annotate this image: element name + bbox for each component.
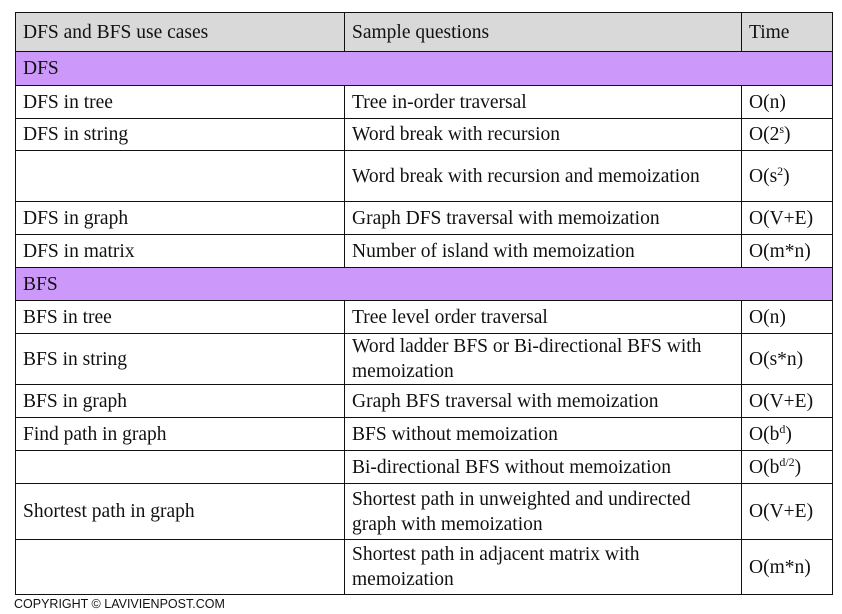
time-base: O(2 [749,124,780,145]
question-cell: Shortest path in unweighted and undirect… [344,483,742,540]
table-row: Find path in graph BFS without memoizatio… [15,417,833,451]
time-base: O(m*n) [749,556,811,578]
time-close: ) [794,456,802,478]
time-complexity-cell: O(V+E) [741,483,833,540]
time-base: O(V+E) [749,501,814,522]
use-case-cell [15,150,345,202]
time-complexity-cell: O(V+E) [741,384,833,418]
time-exponent: d [779,421,786,436]
time-complexity-cell: O(V+E) [741,201,833,235]
question-cell: Bi-directional BFS without memoization [344,450,742,484]
table-header-row: DFS and BFS use cases Sample questions T… [15,12,833,52]
section-label: BFS [15,267,833,301]
question-cell: Word break with recursion and memoizatio… [344,150,742,202]
time-close: ) [784,124,791,145]
section-row: DFS [15,51,833,86]
header-use-cases: DFS and BFS use cases [15,12,345,52]
table-row: Word break with recursion and memoizatio… [15,150,833,202]
section-label: DFS [15,51,833,86]
time-complexity-cell: O(s2) [741,150,833,202]
question-cell: Shortest path in adjacent matrix with me… [344,539,742,595]
table-row: BFS in string Word ladder BFS or Bi-direc… [15,333,833,385]
time-complexity-cell: O(n) [741,300,833,334]
question-cell: Graph DFS traversal with memoization [344,201,742,235]
table-row: Bi-directional BFS without memoization O(… [15,450,833,484]
use-case-cell: BFS in graph [15,384,345,418]
time-base: O(s*n) [749,348,804,370]
time-complexity-cell: O(bd) [741,417,833,451]
time-close: ) [783,165,790,187]
copyright-text: COPYRIGHT © LAVIVIENPOST.COM [14,597,225,611]
question-cell: Word break with recursion [344,118,742,151]
question-cell: Tree in-order traversal [344,85,742,119]
time-complexity-cell: O(s*n) [741,333,833,385]
table-row: BFS in graph Graph BFS traversal with mem… [15,384,833,418]
question-cell: BFS without memoization [344,417,742,451]
table-row: DFS in matrix Number of island with memoi… [15,234,833,268]
use-case-cell: DFS in tree [15,85,345,119]
time-base: O(b [749,456,780,478]
time-base: O(n) [749,306,786,328]
use-case-cell [15,539,345,595]
time-complexity-cell: O(m*n) [741,539,833,595]
time-complexity-cell: O(n) [741,85,833,119]
header-sample-questions: Sample questions [344,12,742,52]
question-cell: Graph BFS traversal with memoization [344,384,742,418]
time-complexity-cell: O(m*n) [741,234,833,268]
use-case-cell: BFS in string [15,333,345,385]
use-case-cell [15,450,345,484]
question-cell: Number of island with memoization [344,234,742,268]
use-case-cell: DFS in matrix [15,234,345,268]
time-base: O(m*n) [749,240,811,262]
time-exponent: d/2 [779,454,795,469]
use-case-cell: Find path in graph [15,417,345,451]
time-complexity-cell: O(2s) [741,118,833,151]
header-time: Time [741,12,833,52]
table-row: DFS in string Word break with recursion O(… [15,118,833,151]
use-case-cell: BFS in tree [15,300,345,334]
section-row: BFS [15,267,833,301]
table-row: Shortest path in adjacent matrix with me… [15,539,833,595]
use-cases-table: DFS and BFS use cases Sample questions T… [15,12,833,595]
time-exponent: 2 [777,163,784,178]
time-base: O(V+E) [749,390,814,412]
time-base: O(b [749,423,780,445]
table-row: DFS in tree Tree in-order traversal O(n) [15,85,833,119]
question-cell: Tree level order traversal [344,300,742,334]
question-cell: Word ladder BFS or Bi-directional BFS wi… [344,333,742,385]
table-row: BFS in tree Tree level order traversal O(n… [15,300,833,334]
table-row: Shortest path in graph Shortest path in u… [15,483,833,540]
table-row: DFS in graph Graph DFS traversal with mem… [15,201,833,235]
time-base: O(V+E) [749,207,814,229]
time-close: ) [785,423,792,445]
time-complexity-cell: O(bd/2) [741,450,833,484]
use-case-cell: DFS in graph [15,201,345,235]
use-case-cell: Shortest path in graph [15,483,345,540]
time-base: O(n) [749,91,786,113]
time-base: O(s [749,165,778,187]
time-exponent: s [779,122,784,136]
use-case-cell: DFS in string [15,118,345,151]
